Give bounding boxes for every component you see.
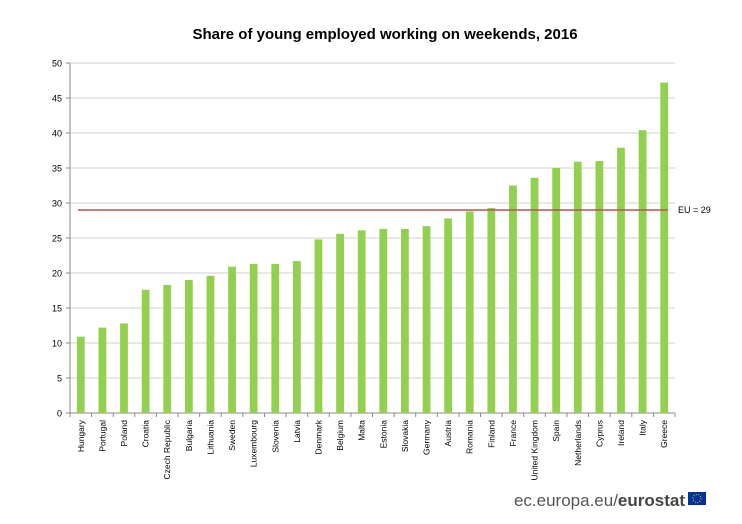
eu-flag-icon	[688, 492, 706, 505]
source-prefix: ec.europa.eu/	[514, 491, 618, 510]
bar	[206, 275, 215, 413]
bar	[249, 263, 258, 413]
bar	[76, 336, 85, 413]
bar	[184, 280, 193, 413]
bar	[660, 82, 669, 413]
y-tick-label: 30	[52, 199, 62, 209]
x-tick-label: Denmark	[313, 419, 323, 454]
x-tick-label: Ireland	[616, 420, 626, 446]
bar	[271, 263, 280, 413]
bar	[617, 147, 625, 413]
source-footer: ec.europa.eu/eurostat	[514, 491, 706, 510]
y-tick-label: 40	[52, 129, 62, 139]
x-tick-label: Austria	[443, 420, 453, 447]
x-tick-label: Czech Republic	[162, 419, 172, 479]
x-tick-label: Germany	[422, 419, 432, 455]
x-tick-label: Finland	[486, 420, 496, 448]
x-tick-label: Lithuania	[205, 420, 215, 455]
bar	[314, 239, 323, 413]
bar	[141, 289, 150, 413]
y-tick-label: 50	[52, 59, 62, 69]
bar	[163, 284, 172, 413]
bar	[638, 130, 647, 413]
axes	[66, 62, 676, 417]
y-tick-label: 35	[52, 164, 62, 174]
bar	[228, 266, 236, 413]
bar	[422, 226, 431, 413]
bar	[357, 230, 366, 413]
gridlines	[70, 62, 675, 379]
source-brand: eurostat	[618, 491, 685, 510]
reference-line-group: EU = 29	[78, 205, 711, 215]
bars	[76, 82, 669, 413]
bar	[444, 218, 453, 413]
bar	[379, 228, 388, 413]
bar	[336, 233, 344, 413]
y-tick-label: 5	[57, 374, 62, 384]
x-tick-label: Netherlands	[573, 420, 583, 466]
bar	[120, 323, 128, 413]
source-text: ec.europa.eu/eurostat	[514, 491, 685, 510]
x-tick-label: France	[508, 420, 518, 447]
bar	[530, 177, 539, 413]
x-tick-label: Slovakia	[400, 420, 410, 452]
x-tick-label: Latvia	[292, 420, 302, 443]
x-tick-label: Slovenia	[270, 420, 280, 453]
y-tick-label: 10	[52, 339, 62, 349]
x-tick-label: Cyprus	[594, 420, 604, 447]
x-tick-label: United Kingdom	[530, 420, 540, 480]
bar	[573, 161, 582, 413]
x-tick-label: Estonia	[378, 420, 388, 449]
bar	[487, 207, 496, 413]
x-tick-label: Belgium	[335, 420, 345, 451]
eu-average-label: EU = 29	[678, 205, 711, 215]
x-tick-label: Malta	[357, 420, 367, 441]
bar	[98, 327, 107, 413]
bar	[401, 228, 409, 413]
tick-labels: 0 5 10 15 20 25 30 35 40 45 50 Hungary Portugal Polan…	[52, 59, 669, 481]
y-tick-label: 25	[52, 234, 62, 244]
x-tick-label: Romania	[465, 420, 475, 454]
x-tick-label: Hungary	[76, 419, 86, 452]
bar	[292, 261, 301, 413]
y-tick-label: 0	[57, 409, 62, 419]
x-tick-label: Italy	[638, 419, 648, 435]
x-tick-label: Poland	[119, 420, 129, 447]
x-tick-label: Sweden	[227, 420, 237, 451]
y-tick-label: 45	[52, 94, 62, 104]
bar	[465, 211, 474, 413]
x-tick-label: Greece	[659, 420, 669, 448]
bar	[509, 185, 517, 413]
x-tick-label: Luxembourg	[249, 420, 259, 468]
chart-title: Share of young employed working on weeke…	[192, 26, 577, 43]
x-tick-label: Bulgaria	[184, 420, 194, 451]
bar	[595, 161, 604, 413]
bar	[552, 168, 561, 413]
x-tick-label: Spain	[551, 420, 561, 442]
y-tick-label: 15	[52, 304, 62, 314]
x-tick-label: Croatia	[141, 420, 151, 448]
x-tick-label: Portugal	[97, 420, 107, 452]
y-tick-label: 20	[52, 269, 62, 279]
